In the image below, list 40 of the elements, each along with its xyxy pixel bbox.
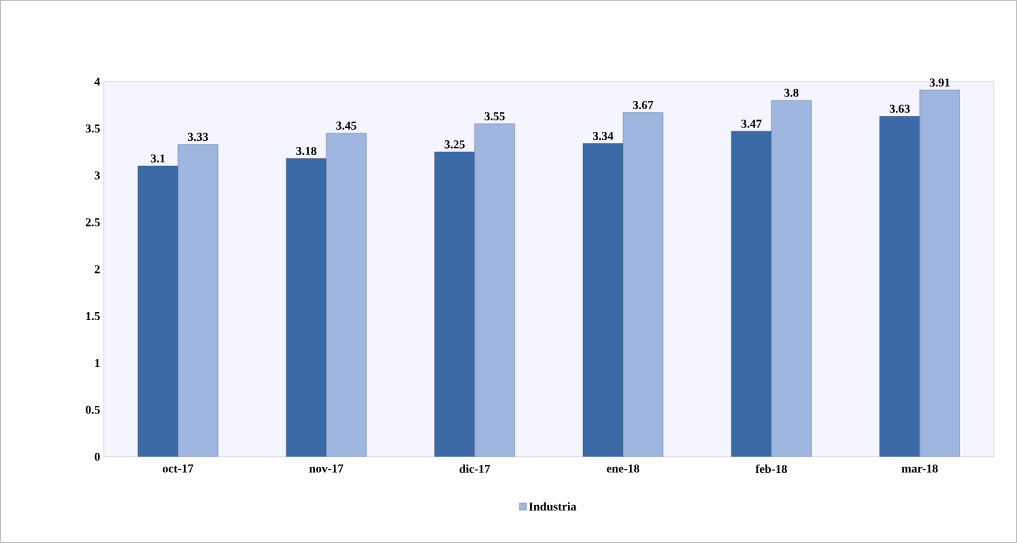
data-label: 3.33 [187, 132, 208, 142]
bar [474, 123, 515, 457]
y-tick-label: 4 [94, 77, 101, 86]
x-tick-label: dic-17 [459, 464, 490, 473]
y-tick-label: 1.5 [86, 312, 100, 321]
x-tick-label: feb-18 [755, 464, 787, 474]
data-label: 3.67 [633, 101, 654, 110]
y-tick-label: 2 [94, 265, 100, 274]
y-tick-label: 0.5 [85, 405, 100, 414]
x-tick-label: mar-18 [901, 464, 938, 473]
y-tick-label: 0 [94, 452, 100, 461]
data-label: 3.1 [150, 154, 165, 163]
x-tick-label: oct-17 [162, 464, 194, 473]
data-label: 3.8 [784, 88, 799, 97]
data-label: 3.25 [444, 140, 465, 149]
bar [622, 112, 664, 457]
bar [771, 100, 812, 457]
bar [137, 165, 179, 457]
bar [582, 143, 624, 457]
bar [326, 133, 367, 457]
y-tick-label: 1 [95, 359, 100, 367]
bar [919, 89, 960, 457]
bar [731, 131, 772, 457]
data-label: 3.45 [336, 121, 357, 130]
data-label: 3.55 [484, 112, 505, 121]
data-label: 3.91 [929, 78, 950, 87]
y-tick-label: 2.5 [85, 218, 100, 227]
bar [177, 144, 219, 457]
bar [434, 151, 475, 457]
bar [286, 158, 327, 457]
bar [879, 116, 920, 457]
y-tick-label: 3.5 [85, 124, 100, 133]
data-label: 3.34 [593, 131, 614, 141]
x-tick-label: ene-18 [606, 464, 640, 473]
data-label: 3.18 [296, 146, 317, 156]
y-tick-label: 3 [94, 171, 100, 180]
data-label: 3.47 [741, 119, 762, 128]
x-tick-label: nov-17 [309, 464, 344, 473]
data-label: 3.63 [889, 104, 910, 113]
legend-label: Industria [529, 502, 577, 511]
